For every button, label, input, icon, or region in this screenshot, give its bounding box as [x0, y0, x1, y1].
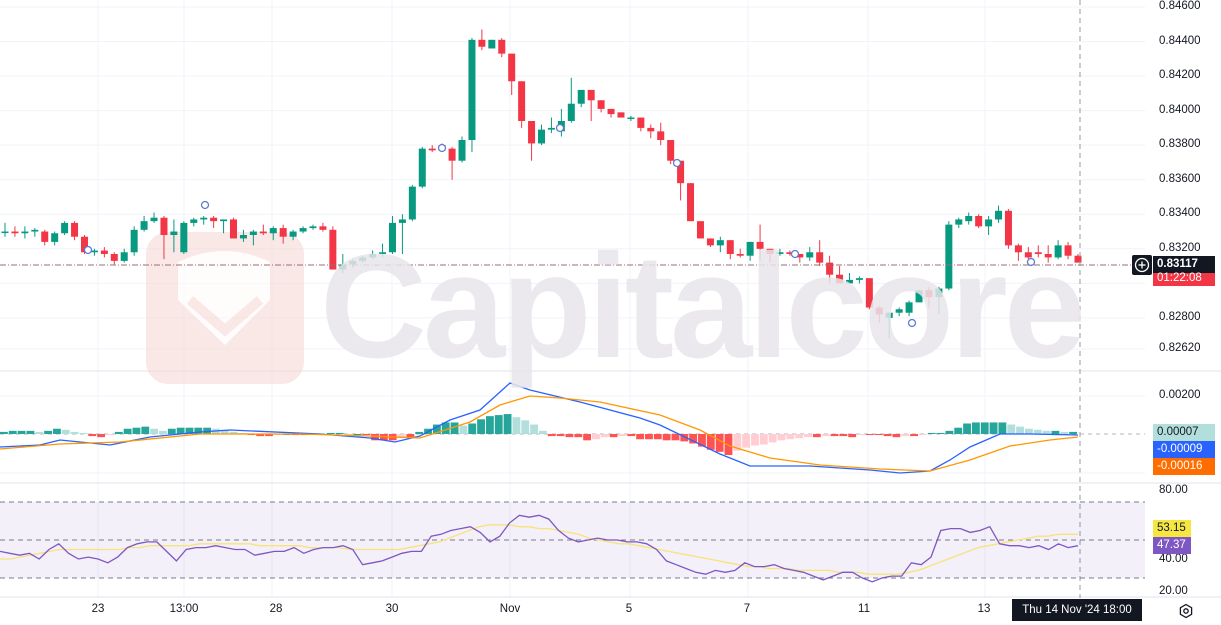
rsi-ma-line — [0, 524, 1078, 575]
price-tick-label: 0.83200 — [1159, 241, 1201, 254]
event-marker-icon[interactable] — [200, 200, 210, 210]
bar-countdown-tag: 01:22:08 — [1153, 272, 1215, 286]
crosshair-time-label: Thu 14 Nov '24 18:00 — [1012, 599, 1142, 621]
event-marker-icon[interactable] — [790, 249, 800, 259]
macd-tick-label: 0.00200 — [1159, 389, 1201, 401]
plus-circle-icon — [1134, 257, 1150, 273]
price-tick-label: 0.83800 — [1159, 138, 1201, 151]
event-marker-icon[interactable] — [437, 143, 447, 153]
price-tick-label: 0.84400 — [1159, 34, 1201, 47]
event-marker-icon[interactable] — [907, 318, 917, 328]
macd-line-value-tag: -0.00009 — [1153, 441, 1215, 458]
rsi-tick-label: 20.00 — [1159, 585, 1188, 597]
time-tick-label: 13 — [977, 603, 991, 615]
time-tick-label: 7 — [743, 603, 751, 615]
price-tick-label: 0.83400 — [1159, 207, 1201, 220]
time-tick-label: Nov — [499, 603, 521, 615]
rsi-tick-label: 80.00 — [1159, 484, 1188, 496]
price-tick-label: 0.83600 — [1159, 172, 1201, 185]
macd-histogram-value-tag: 0.00007 — [1153, 424, 1215, 441]
time-tick-label: 13:00 — [169, 603, 199, 615]
price-tick-label: 0.82620 — [1159, 341, 1201, 354]
price-tick-label: 0.84200 — [1159, 69, 1201, 82]
chart-settings-button[interactable] — [1178, 603, 1194, 619]
time-tick-label: 5 — [625, 603, 633, 615]
macd-histogram — [0, 414, 1077, 455]
crosshair-add-button[interactable] — [1132, 255, 1152, 275]
time-tick-label: 23 — [91, 603, 105, 615]
macd-line — [0, 382, 1079, 474]
macd-signal-value-tag: -0.00016 — [1153, 458, 1215, 475]
rsi-line — [0, 514, 1079, 583]
time-tick-label: 11 — [858, 603, 870, 615]
rsi-ma-value-tag: 53.15 — [1153, 520, 1191, 537]
price-tick-label: 0.82800 — [1159, 310, 1201, 323]
watermark-logo-icon — [146, 232, 304, 384]
event-marker-icon[interactable] — [672, 158, 682, 168]
macd-signal-line — [0, 395, 1079, 472]
rsi-value-tag: 47.37 — [1153, 537, 1191, 554]
watermark-brand-text: Capitalcore — [320, 224, 1086, 389]
price-tick-label: 0.84600 — [1159, 0, 1201, 12]
event-marker-icon[interactable] — [555, 123, 565, 133]
settings-hexagon-icon — [1179, 603, 1193, 619]
time-tick-label: 28 — [269, 603, 283, 615]
time-tick-label: 30 — [385, 603, 399, 615]
rsi-tick-label: 40.00 — [1159, 553, 1188, 565]
current-price-tag: 0.83117 — [1153, 256, 1215, 273]
price-tick-label: 0.84000 — [1159, 103, 1201, 116]
event-marker-icon[interactable] — [83, 245, 93, 255]
